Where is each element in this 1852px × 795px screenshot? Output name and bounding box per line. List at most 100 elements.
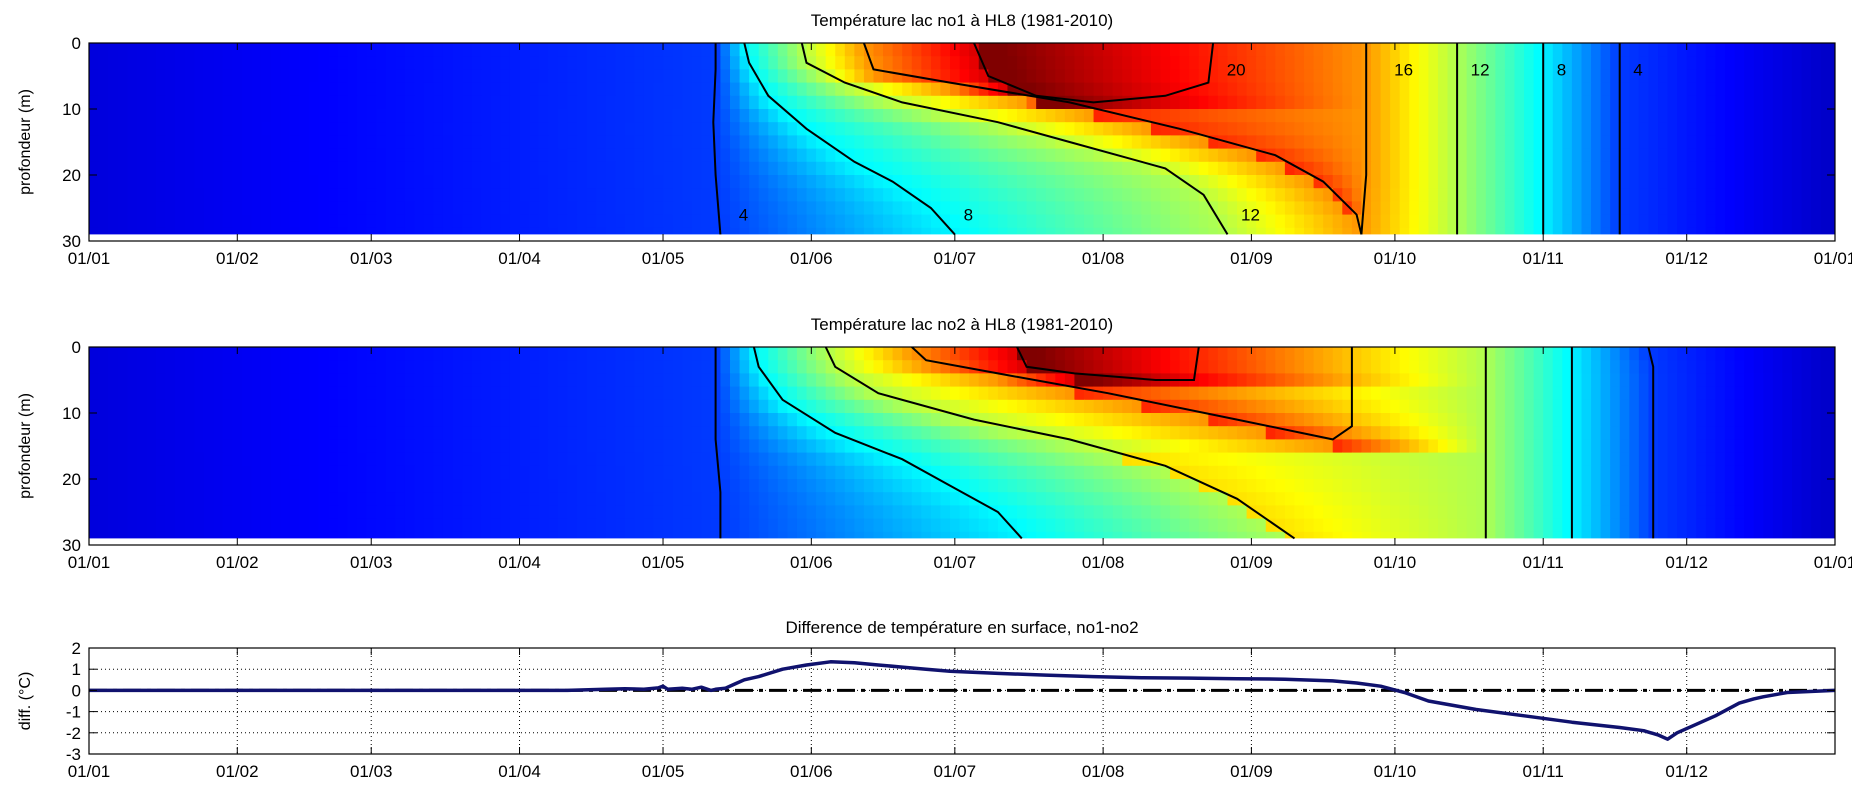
- heat-cell: [1332, 109, 1343, 123]
- heat-cell: [997, 43, 1009, 57]
- heat-cell: [1658, 148, 1669, 163]
- heat-cell: [615, 161, 626, 176]
- heat-cell: [146, 188, 157, 202]
- heat-cell: [615, 201, 626, 216]
- heat-cell: [825, 452, 836, 467]
- heat-cell: [136, 479, 148, 493]
- heat-cell: [777, 148, 788, 163]
- heat-cell: [366, 95, 377, 110]
- heat-cell: [892, 386, 903, 401]
- heat-cell: [1533, 452, 1544, 467]
- heat-cell: [1610, 413, 1621, 427]
- heat-cell: [414, 82, 425, 97]
- heat-cell: [117, 201, 128, 216]
- heat-cell: [1514, 426, 1525, 440]
- heat-cell: [337, 82, 348, 97]
- heat-cell: [117, 82, 128, 97]
- heat-cell: [519, 148, 530, 163]
- heat-cell: [1007, 413, 1018, 427]
- heat-cell: [1571, 82, 1583, 97]
- heat-cell: [328, 426, 339, 440]
- heat-cell: [1830, 347, 1835, 361]
- heat-cell: [89, 43, 100, 57]
- heat-cell: [796, 109, 808, 123]
- heat-cell: [395, 56, 406, 70]
- heat-cell: [730, 214, 741, 229]
- heat-cell: [538, 492, 549, 506]
- heat-cell: [1552, 69, 1563, 84]
- heat-cell: [1131, 82, 1142, 97]
- heat-cell: [1007, 188, 1018, 202]
- heat-cell: [950, 399, 961, 414]
- heat-cell: [500, 214, 511, 229]
- heat-cell: [567, 439, 578, 454]
- heat-cell: [796, 439, 808, 454]
- heat-cell: [844, 439, 855, 454]
- heat-cell: [490, 360, 501, 374]
- heat-cell: [1504, 465, 1516, 480]
- heat-cell: [500, 56, 511, 70]
- heat-cell: [930, 82, 942, 97]
- heat-cell: [1055, 69, 1066, 84]
- heat-cell: [950, 95, 961, 110]
- heat-cell: [1294, 479, 1305, 493]
- heat-cell: [758, 69, 769, 84]
- heat-cell: [1782, 386, 1793, 401]
- heat-cell: [1045, 373, 1056, 388]
- heat-cell: [930, 69, 942, 84]
- heat-cell: [892, 373, 903, 388]
- heat-cell: [509, 43, 521, 57]
- heat-cell: [1571, 347, 1583, 361]
- heat-cell: [1055, 373, 1066, 388]
- heat-cell: [490, 452, 501, 467]
- heat-cell: [921, 188, 932, 202]
- heat-cell: [270, 82, 281, 97]
- heat-cell: [203, 373, 214, 388]
- heat-cell: [902, 214, 913, 229]
- heat-cell: [481, 360, 492, 374]
- heat-cell: [1476, 122, 1487, 136]
- heat-cell: [1667, 227, 1678, 235]
- heat-cell: [165, 122, 176, 136]
- heat-cell: [318, 373, 329, 388]
- heat-cell: [806, 175, 817, 189]
- heat-cell: [194, 161, 205, 176]
- heat-cell: [347, 399, 358, 414]
- heat-cell: [328, 56, 339, 70]
- heat-cell: [1619, 109, 1630, 123]
- heat-cell: [1514, 214, 1525, 229]
- heat-cell: [1485, 56, 1496, 70]
- heat-cell: [701, 161, 712, 176]
- heat-cell: [1074, 386, 1085, 401]
- heat-cell: [1571, 426, 1583, 440]
- heat-cell: [902, 465, 913, 480]
- heat-cell: [863, 373, 875, 388]
- heat-cell: [1237, 373, 1248, 388]
- heat-cell: [1744, 188, 1755, 202]
- heat-cell: [1447, 148, 1458, 163]
- heat-cell: [1150, 386, 1162, 401]
- heat-cell: [796, 413, 808, 427]
- heat-cell: [1074, 69, 1085, 84]
- heat-cell: [155, 492, 167, 506]
- heat-cell: [1504, 452, 1516, 467]
- heat-cell: [596, 188, 607, 202]
- heat-cell: [615, 452, 626, 467]
- heat-cell: [940, 360, 951, 374]
- heat-cell: [175, 122, 186, 136]
- heat-cell: [108, 347, 119, 361]
- heat-cell: [672, 347, 683, 361]
- heat-cell: [261, 122, 272, 136]
- heat-cell: [643, 360, 655, 374]
- heat-cell: [1724, 479, 1736, 493]
- heat-cell: [1198, 479, 1209, 493]
- heat-cell: [1457, 413, 1468, 427]
- heat-cell: [634, 227, 645, 235]
- heat-cell: [682, 373, 693, 388]
- heat-cell: [796, 56, 808, 70]
- heat-cell: [1610, 439, 1621, 454]
- heat-cell: [950, 82, 961, 97]
- heat-cell: [529, 399, 540, 414]
- heat-cell: [749, 479, 760, 493]
- heat-cell: [1581, 82, 1592, 97]
